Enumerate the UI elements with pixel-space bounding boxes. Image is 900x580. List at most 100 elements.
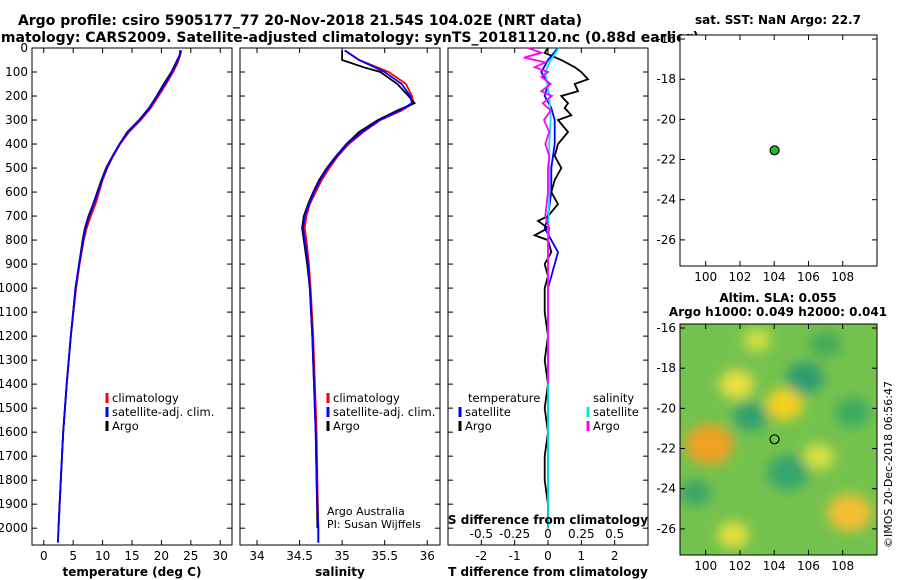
salinity-panel: 34 34.5 35 35.5 36 salinity climatologysatelli… — [239, 47, 441, 579]
x-tick-label: 10 — [95, 549, 110, 563]
temperature-panel: 0100200300400500600700800900100011001200… — [0, 41, 233, 579]
x-tick-label: 0 — [544, 549, 552, 563]
legend-temperature-header: temperature — [468, 391, 540, 405]
depth-tick-label: 1000 — [0, 281, 28, 295]
depth-tick-label: 1800 — [0, 473, 28, 487]
sdiff-axis-label: S difference from climatology — [448, 513, 648, 527]
x-axis-label: salinity — [315, 565, 365, 579]
x-tick-label: 34.5 — [286, 549, 313, 563]
legend-salinity-header: salinity — [593, 391, 634, 405]
legend-label: climatology — [333, 391, 400, 405]
figure-title-line1: Argo profile: csiro 5905177_77 20-Nov-20… — [18, 13, 582, 29]
sla-anomaly-blob — [810, 330, 842, 358]
sla-anomaly-blob — [719, 369, 754, 399]
figure-title-line2: Climatology: CARS2009. Satellite-adjuste… — [0, 30, 699, 46]
sst-map-title: sat. SST: NaN Argo: 22.7 — [695, 13, 861, 27]
depth-tick-label: 0 — [20, 41, 28, 55]
depth-tick-label: 1600 — [0, 425, 28, 439]
map-x-tick-label: 100 — [694, 559, 717, 573]
tdiff-argo-line — [532, 47, 590, 529]
sla-anomaly-blob — [827, 493, 872, 532]
map-x-tick-label: 102 — [729, 270, 752, 284]
depth-tick-label: 1500 — [0, 401, 28, 415]
sdiff-tick-label: 0 — [544, 527, 552, 541]
depth-tick-label: 800 — [5, 233, 28, 247]
sla-anomaly-blob — [786, 362, 824, 395]
map-y-tick-label: -16 — [656, 32, 676, 46]
sla-anomaly-blob — [803, 443, 835, 470]
plot-frame — [239, 47, 441, 546]
sla-anomaly-blob — [835, 397, 871, 427]
x-tick-label: 0 — [40, 549, 48, 563]
x-tick-label: 34 — [249, 549, 264, 563]
sla-anomaly-blob — [743, 328, 771, 352]
map-y-tick-label: -20 — [656, 401, 676, 415]
legend-label: Argo — [112, 419, 139, 433]
argo-position-marker — [769, 145, 780, 156]
depth-tick-label: 100 — [5, 65, 28, 79]
map-y-tick-label: -16 — [656, 321, 676, 335]
legend-label: climatology — [112, 391, 179, 405]
legend-label: Argo — [333, 419, 360, 433]
map-y-tick-label: -18 — [656, 72, 676, 86]
sdiff-argo-line — [523, 47, 554, 385]
legend-label: satellite — [593, 405, 639, 419]
map-frame — [679, 34, 878, 267]
map-y-tick-label: -26 — [656, 233, 676, 247]
x-tick-label: 2 — [611, 549, 619, 563]
credit-text: Argo Australia — [327, 505, 405, 518]
x-tick-label: -1 — [509, 549, 521, 563]
temp-satellite-line — [57, 50, 182, 543]
sal-satellite-line — [302, 49, 413, 543]
legend-label: Argo — [593, 419, 620, 433]
sdiff-tick-label: 0.25 — [568, 527, 595, 541]
timestamp-credit: ©IMOS 20-Dec-2018 06:56:47 — [882, 381, 895, 548]
x-tick-label: 35.5 — [371, 549, 398, 563]
x-tick-label: 15 — [124, 549, 139, 563]
depth-tick-label: 1700 — [0, 449, 28, 463]
legend-label: Argo — [465, 419, 492, 433]
map-y-tick-label: -24 — [656, 482, 676, 496]
map-x-tick-label: 100 — [694, 270, 717, 284]
map-x-tick-label: 106 — [797, 559, 820, 573]
x-axis-label: T difference from climatology — [448, 565, 648, 579]
map-x-tick-label: 106 — [797, 270, 820, 284]
sla-anomaly-blob — [685, 424, 734, 465]
sst-map-panel: sat. SST: NaN Argo: 22.7 100 102 104 106 108 -… — [656, 13, 878, 284]
map-x-tick-label: 108 — [831, 559, 854, 573]
depth-tick-label: 500 — [5, 161, 28, 175]
sdiff-tick-label: -0.5 — [470, 527, 493, 541]
x-tick-label: 25 — [183, 549, 198, 563]
sla-map-subtitle: Argo h1000: 0.049 h2000: 0.041 — [669, 305, 887, 319]
map-x-tick-label: 104 — [763, 270, 786, 284]
sla-anomaly-blob — [680, 479, 711, 506]
depth-tick-label: 1300 — [0, 353, 28, 367]
depth-tick-label: 1400 — [0, 377, 28, 391]
x-axis-label: temperature (deg C) — [63, 565, 202, 579]
sla-map-title: Altim. SLA: 0.055 — [719, 291, 836, 305]
x-tick-label: 5 — [69, 549, 77, 563]
sla-anomaly-blob — [717, 521, 749, 549]
x-tick-label: 1 — [578, 549, 586, 563]
depth-tick-label: 2000 — [0, 521, 28, 535]
argo-position-marker — [769, 434, 780, 445]
sdiff-tick-label: -0.25 — [499, 527, 530, 541]
plot-frame — [31, 47, 233, 546]
sdiff-tick-label: 0.5 — [605, 527, 624, 541]
legend-label: satellite-adj. clim. — [112, 405, 214, 419]
depth-tick-label: 300 — [5, 113, 28, 127]
sla-anomaly-blob — [765, 388, 804, 421]
legend-label: satellite — [465, 405, 511, 419]
credit-text: PI: Susan Wijffels — [327, 518, 421, 531]
sla-anomaly-blob — [733, 401, 768, 431]
map-y-tick-label: -22 — [656, 442, 676, 456]
sla-anomaly-blob — [767, 455, 809, 491]
x-tick-label: -2 — [475, 549, 487, 563]
depth-tick-label: 1200 — [0, 329, 28, 343]
map-frame — [679, 323, 878, 556]
legend-label: satellite-adj. clim. — [333, 405, 435, 419]
depth-tick-label: 700 — [5, 209, 28, 223]
map-y-tick-label: -24 — [656, 193, 676, 207]
